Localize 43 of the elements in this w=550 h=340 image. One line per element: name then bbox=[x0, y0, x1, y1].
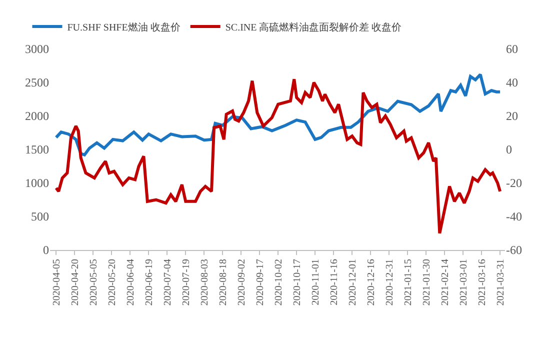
x-tick-label: 2020-05-20 bbox=[106, 259, 118, 306]
legend-label: SC.INE 高硫燃料油盘面裂解价差 收盘价 bbox=[225, 21, 402, 34]
x-tick-label: 2020-08-03 bbox=[199, 259, 210, 306]
y-tick-label: 2500 bbox=[25, 76, 49, 90]
legend-label: FU.SHF SHFE燃油 收盘价 bbox=[67, 21, 180, 34]
y2-tick-label: 60 bbox=[506, 42, 518, 56]
x-tick-label: 2020-04-20 bbox=[70, 259, 81, 306]
x-tick-label: 2021-03-16 bbox=[476, 259, 488, 306]
y-tick-label: 0 bbox=[43, 243, 49, 258]
x-tick-label: 2020-10-02 bbox=[273, 259, 284, 306]
y2-tick-label: 20 bbox=[506, 109, 518, 124]
x-tick-label: 2020-07-19 bbox=[180, 259, 192, 306]
x-tick-label: 2020-06-04 bbox=[125, 259, 136, 306]
y-tick-label: 1500 bbox=[25, 142, 49, 157]
x-tick-label: 2021-03-01 bbox=[458, 259, 470, 306]
y-tick-label: 2000 bbox=[25, 109, 49, 124]
y2-tick-label: -60 bbox=[506, 243, 522, 258]
y2-tick-label: -40 bbox=[506, 210, 522, 224]
x-tick-label: 2020-05-05 bbox=[88, 259, 100, 306]
x-tick-label: 2020-10-17 bbox=[292, 259, 303, 306]
x-tick-label: 2020-11-01 bbox=[310, 259, 322, 306]
y2-tick-label: 0 bbox=[506, 142, 512, 157]
x-tick-label: 2021-03-31 bbox=[495, 259, 506, 306]
y-tick-label: 1000 bbox=[25, 176, 49, 190]
x-tick-label: 2020-08-18 bbox=[218, 259, 229, 306]
y2-tick-label: 40 bbox=[506, 76, 518, 90]
y-tick-label: 3000 bbox=[25, 42, 49, 56]
x-tick-label: 2020-06-19 bbox=[144, 259, 155, 306]
y2-tick-label: -20 bbox=[506, 176, 522, 190]
line-series bbox=[54, 72, 502, 156]
x-tick-label: 2021-01-30 bbox=[421, 259, 432, 306]
x-tick-label: 2021-01-15 bbox=[402, 259, 414, 306]
x-tick-label: 2020-07-04 bbox=[162, 259, 174, 306]
x-tick-label: 2020-09-17 bbox=[254, 259, 266, 306]
x-tick-label: 2020-04-05 bbox=[51, 259, 62, 306]
y-tick-label: 500 bbox=[31, 210, 49, 224]
x-tick-label: 2020-12-16 bbox=[366, 259, 377, 306]
x-tick-label: 2020-12-01 bbox=[347, 259, 358, 306]
x-tick-label: 2020-09-02 bbox=[236, 259, 248, 306]
x-tick-label: 2021-02-14 bbox=[440, 259, 451, 306]
x-tick-label: 2020-11-16 bbox=[328, 259, 340, 306]
line-series bbox=[54, 78, 502, 235]
x-tick-label: 2020-12-31 bbox=[384, 259, 396, 306]
